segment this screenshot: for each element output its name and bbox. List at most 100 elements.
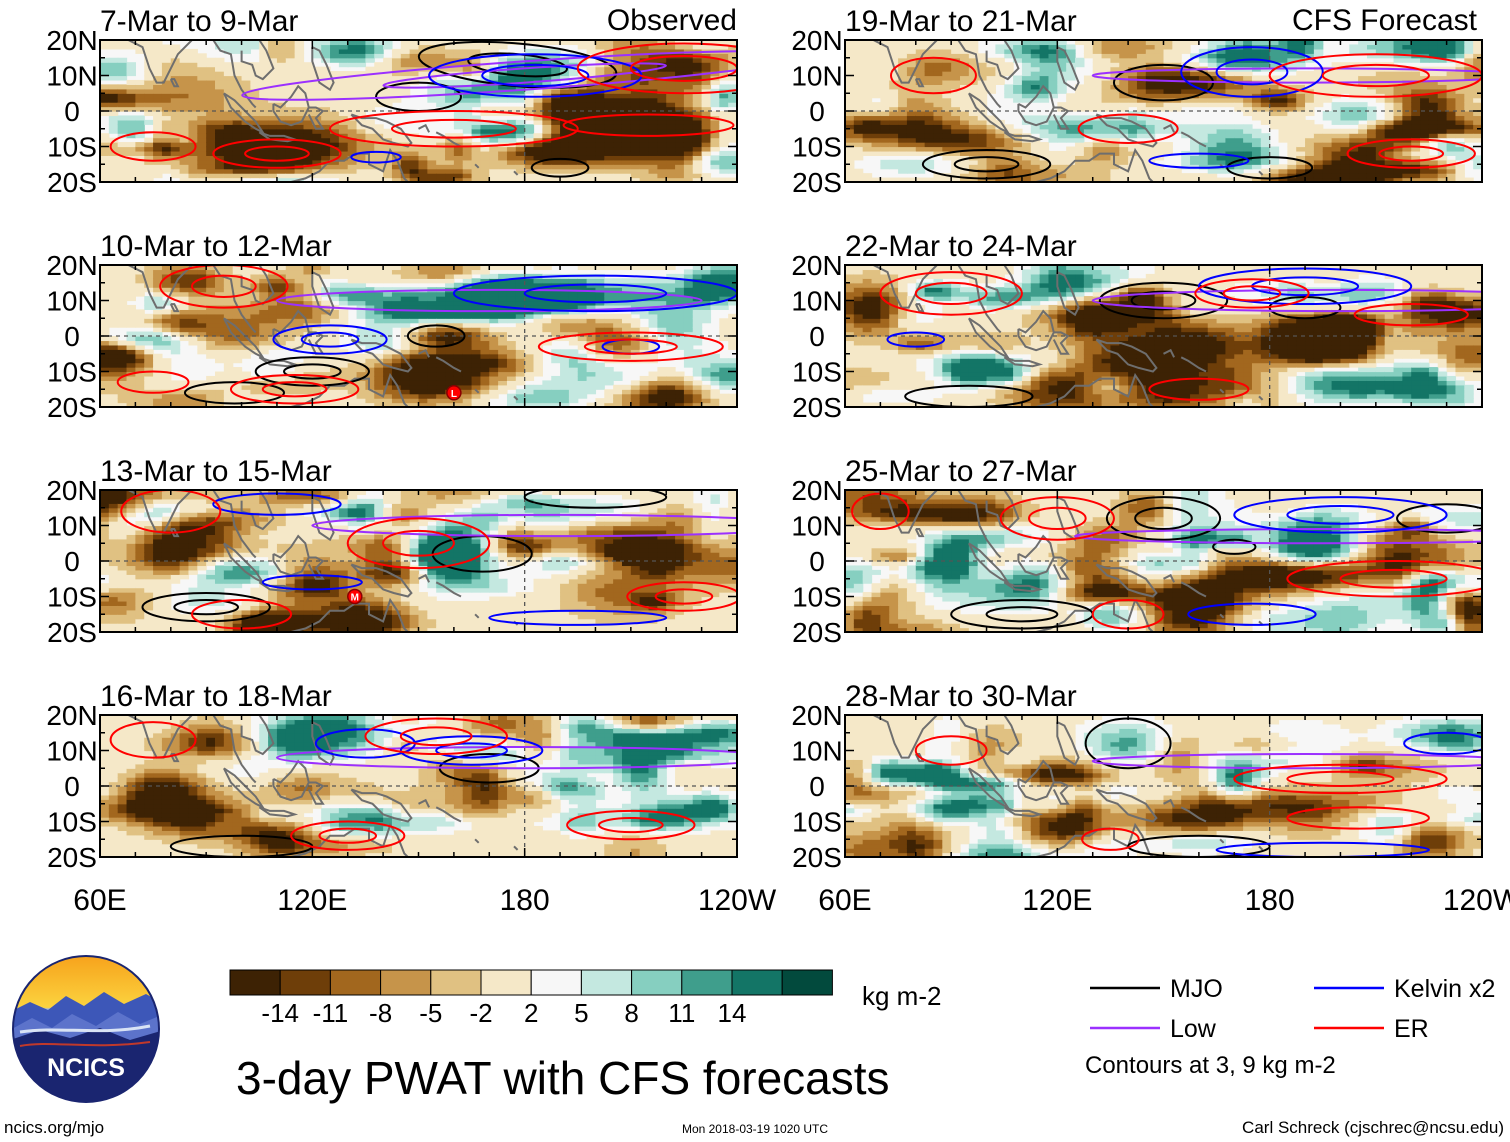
pwat-cell	[498, 318, 508, 324]
pwat-cell	[188, 313, 198, 319]
pwat-cell	[161, 507, 172, 513]
pwat-cell	[215, 398, 225, 404]
pwat-cell	[374, 304, 384, 310]
mjo-contour-inner	[283, 363, 342, 380]
pwat-cell	[268, 173, 278, 179]
pwat-cell	[692, 282, 703, 288]
pwat-cell	[436, 318, 446, 324]
pwat-cell	[462, 265, 473, 271]
pwat-cell	[692, 367, 703, 373]
pwat-cell	[144, 618, 154, 624]
pwat-cell	[126, 142, 136, 148]
pwat-cell	[524, 111, 535, 117]
pwat-cell	[657, 309, 667, 315]
pwat-cell	[383, 367, 393, 373]
pwat-cell	[241, 66, 252, 72]
pwat-cell	[498, 327, 508, 333]
pwat-cell	[285, 309, 296, 315]
pwat-cell	[391, 291, 402, 297]
pwat-cell	[630, 146, 641, 152]
pwat-cell	[613, 375, 623, 381]
pwat-cell	[365, 155, 375, 161]
pwat-cell	[666, 106, 676, 112]
pwat-cell	[170, 543, 181, 549]
pwat-cell	[630, 340, 641, 346]
pwat-cell	[577, 340, 588, 346]
pwat-cell	[391, 371, 402, 377]
pwat-cell	[630, 336, 641, 342]
pwat-cell	[710, 53, 720, 59]
pwat-cell	[170, 44, 181, 50]
pwat-cell	[683, 150, 694, 156]
pwat-cell	[117, 287, 128, 293]
pwat-cell	[276, 115, 287, 121]
pwat-cell	[285, 398, 296, 404]
pwat-cell	[657, 177, 667, 182]
pwat-cell	[232, 322, 243, 328]
pwat-cell	[374, 296, 384, 302]
pwat-cell	[489, 318, 499, 324]
coastline	[307, 106, 325, 130]
pwat-cell	[144, 494, 154, 500]
pwat-cell	[506, 393, 517, 399]
pwat-cell	[400, 309, 411, 315]
pwat-cell	[498, 97, 508, 103]
pwat-cell	[365, 146, 375, 152]
pwat-cell	[330, 115, 340, 121]
pwat-cell	[197, 565, 207, 571]
pwat-cell	[188, 269, 198, 275]
pwat-cell	[648, 344, 658, 350]
pwat-cell	[666, 79, 676, 85]
pwat-cell	[577, 296, 588, 302]
pwat-cell	[515, 278, 526, 284]
pwat-cell	[719, 273, 729, 279]
pwat-cell	[462, 313, 473, 319]
pwat-cell	[126, 340, 136, 346]
pwat-cell	[683, 62, 694, 68]
pwat-cell	[294, 313, 305, 319]
pwat-cell	[595, 40, 605, 46]
pwat-cell	[409, 57, 420, 63]
pwat-cell	[471, 322, 482, 328]
pwat-cell	[197, 150, 207, 156]
pwat-cell	[533, 402, 543, 407]
pwat-cell	[489, 150, 499, 156]
pwat-cell	[374, 66, 384, 72]
pwat-cell	[100, 389, 110, 395]
y-tick-label: 20N	[46, 25, 97, 56]
pwat-cell	[489, 336, 499, 342]
pwat-cell	[675, 75, 685, 81]
pwat-cell	[206, 534, 216, 540]
pwat-cell	[524, 128, 535, 134]
pwat-cell	[285, 525, 296, 531]
pwat-cell	[365, 269, 375, 275]
pwat-cell	[498, 159, 508, 165]
pwat-cell	[728, 327, 737, 333]
pwat-cell	[303, 318, 313, 324]
pwat-cell	[621, 66, 632, 72]
pwat-cell	[188, 556, 198, 562]
pwat-cell	[347, 173, 358, 179]
pwat-cell	[100, 269, 110, 275]
pwat-cell	[206, 265, 216, 271]
pwat-cell	[161, 97, 172, 103]
pwat-cell	[577, 327, 588, 333]
pwat-cell	[657, 278, 667, 284]
pwat-cell	[347, 79, 358, 85]
pwat-cell	[462, 273, 473, 279]
pwat-cell	[347, 102, 358, 108]
pwat-cell	[330, 282, 340, 288]
pwat-cell	[666, 367, 676, 373]
pwat-cell	[170, 538, 181, 544]
pwat-cell	[126, 150, 136, 156]
pwat-cell	[630, 155, 641, 161]
pwat-cell	[294, 93, 305, 99]
pwat-cell	[250, 84, 260, 90]
pwat-cell	[206, 102, 216, 108]
pwat-cell	[728, 155, 737, 161]
pwat-cell	[108, 393, 119, 399]
pwat-cell	[215, 300, 225, 306]
pwat-cell	[347, 71, 358, 77]
pwat-cell	[409, 177, 420, 182]
pwat-cell	[586, 40, 597, 46]
